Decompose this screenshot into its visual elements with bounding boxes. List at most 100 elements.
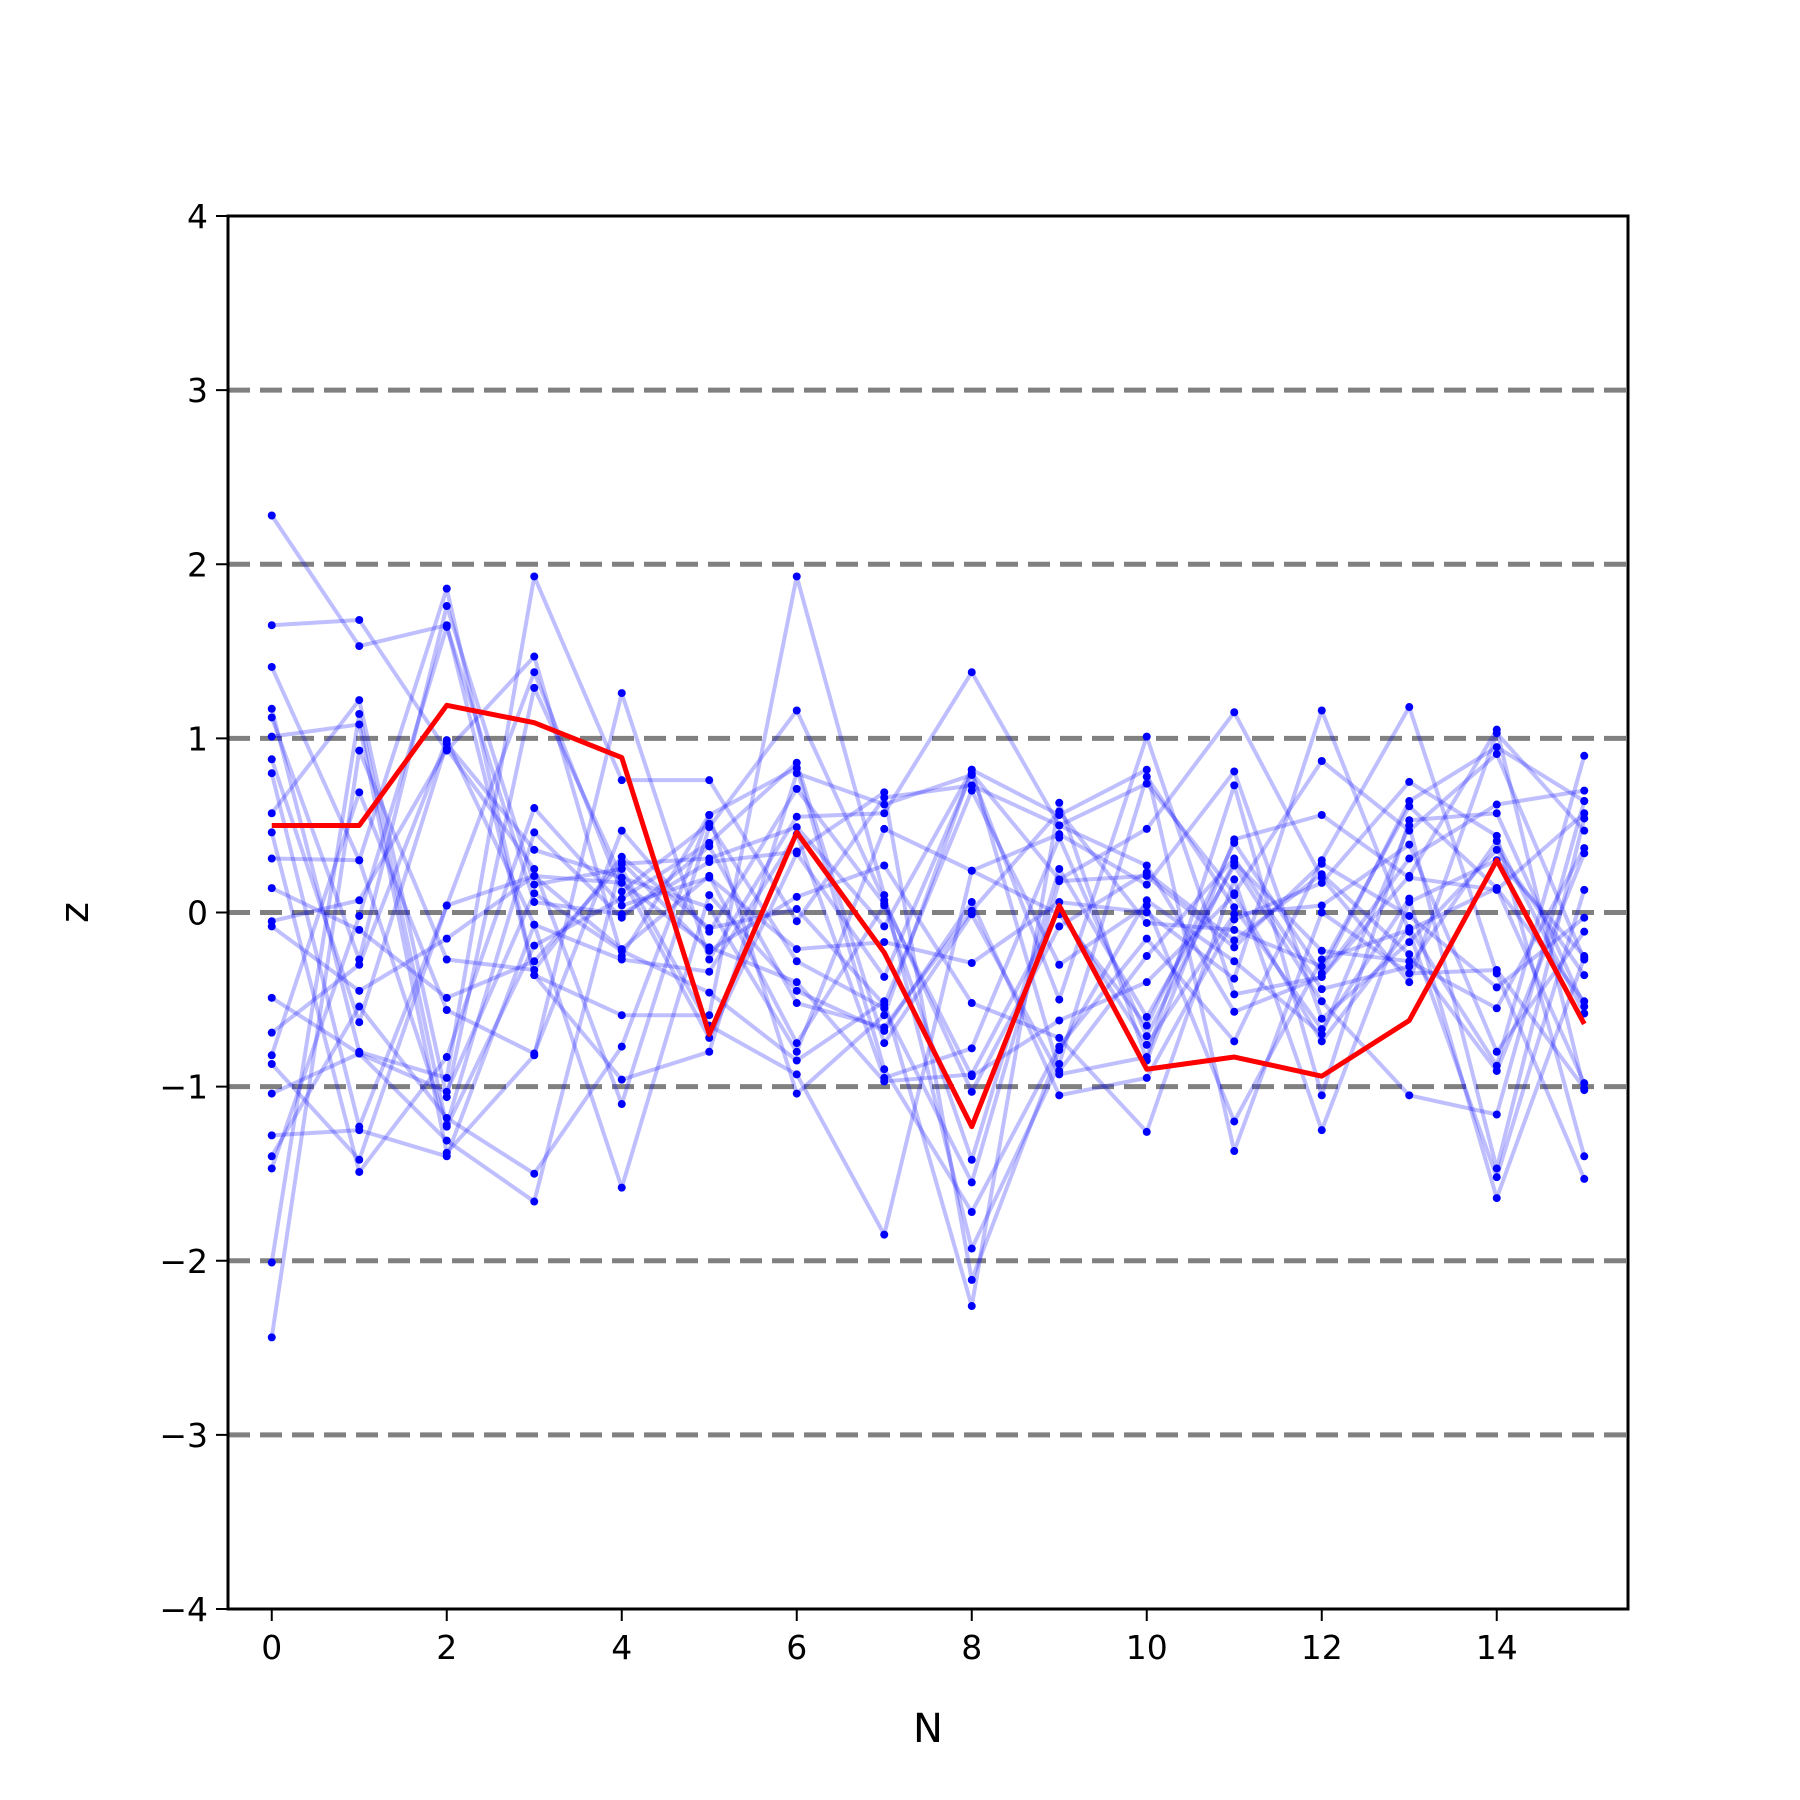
background-series-point	[267, 732, 276, 741]
background-series-point	[705, 955, 714, 964]
background-series-point	[880, 1073, 889, 1082]
background-series-point	[267, 769, 276, 778]
background-series-point	[705, 946, 714, 955]
background-series-point	[1055, 922, 1064, 931]
background-series-point	[1230, 925, 1239, 934]
background-series-point	[1142, 1127, 1151, 1136]
background-series-point	[967, 1275, 976, 1284]
background-series-point	[1317, 1030, 1326, 1039]
background-series-point	[1055, 864, 1064, 873]
background-series-point	[267, 704, 276, 713]
background-series-point	[792, 847, 801, 856]
background-series-point	[442, 1136, 451, 1145]
background-series-point	[442, 736, 451, 745]
mean-series-line	[271, 702, 1587, 1130]
background-series-point	[967, 958, 976, 967]
background-series-line	[271, 804, 1586, 1127]
background-series-point	[442, 1122, 451, 1131]
background-series-point	[530, 957, 539, 966]
background-series-line	[269, 670, 1586, 1185]
background-series-point	[1055, 1091, 1064, 1100]
background-series-point	[792, 572, 801, 581]
background-series-line	[270, 858, 1586, 1204]
background-series-point	[880, 1039, 889, 1048]
background-series-point	[442, 993, 451, 1002]
background-series-point	[1142, 772, 1151, 781]
background-series-point	[530, 804, 539, 813]
background-series-point	[705, 1047, 714, 1056]
background-series-point	[705, 1011, 714, 1020]
background-series-point	[1405, 925, 1414, 934]
background-series-point	[1055, 1033, 1064, 1042]
background-series-point	[267, 662, 276, 671]
background-series-point	[1405, 1091, 1414, 1100]
y-tick-label: 0	[187, 894, 208, 933]
background-series-point	[1055, 798, 1064, 807]
background-series-point	[1317, 757, 1326, 766]
background-series-point	[880, 1230, 889, 1239]
background-series-point	[442, 1073, 451, 1082]
background-series-point	[617, 826, 626, 835]
background-series-point	[1230, 974, 1239, 983]
background-series-point	[355, 720, 364, 729]
background-series-point	[880, 861, 889, 870]
background-series-line	[271, 670, 1585, 1155]
background-series-point	[1580, 971, 1589, 980]
background-series-point	[1142, 1032, 1151, 1041]
background-series-point	[617, 1011, 626, 1020]
background-series-line	[270, 842, 1586, 1084]
background-series-point	[1492, 1164, 1501, 1173]
background-series-lines	[269, 514, 1587, 1338]
background-series-point	[617, 776, 626, 785]
background-series-point	[792, 957, 801, 966]
background-series-point	[1055, 810, 1064, 819]
background-series-point	[1580, 797, 1589, 806]
background-series-line	[271, 708, 1587, 1107]
background-series-point	[792, 978, 801, 987]
mean-series-layer	[271, 702, 1587, 1130]
background-series-point	[530, 864, 539, 873]
background-series-point	[530, 572, 539, 581]
background-series-point	[705, 891, 714, 900]
background-series-line	[269, 574, 1587, 1080]
background-series-point	[1580, 786, 1589, 795]
background-series-point	[1055, 960, 1064, 969]
background-series-point	[1580, 1174, 1589, 1183]
background-series-point	[530, 652, 539, 661]
background-series-point	[1230, 915, 1239, 924]
background-series-point	[792, 823, 801, 832]
background-series-point	[1492, 1194, 1501, 1203]
background-series-point	[355, 1167, 364, 1176]
background-series-point	[267, 1051, 276, 1060]
x-axis-ticks: 0 2 4 6 8 10 12 14	[261, 1609, 1518, 1667]
background-series-point	[792, 986, 801, 995]
background-series-point	[267, 511, 276, 520]
background-series-point	[792, 769, 801, 778]
background-series-point	[705, 823, 714, 832]
background-series-point	[1142, 861, 1151, 870]
background-series-point	[1405, 978, 1414, 987]
background-series-point	[1230, 708, 1239, 717]
background-series-point	[1317, 870, 1326, 879]
background-series-point	[1142, 779, 1151, 788]
background-series-point	[1492, 965, 1501, 974]
background-series-point	[355, 746, 364, 755]
background-series-point	[1405, 950, 1414, 959]
background-series-point	[1055, 1059, 1064, 1068]
background-series-line	[270, 738, 1587, 1190]
background-series-point	[1142, 908, 1151, 917]
x-tick-label: 8	[961, 1628, 982, 1667]
background-series-point	[705, 871, 714, 880]
background-series-point	[967, 1302, 976, 1311]
background-series-point	[617, 878, 626, 887]
background-series-point	[1492, 729, 1501, 738]
background-series-point	[355, 911, 364, 920]
background-series-line	[270, 800, 1586, 1309]
background-series-line	[270, 685, 1586, 1100]
background-series-point	[442, 901, 451, 910]
background-series-point	[617, 689, 626, 698]
background-series-point	[617, 1042, 626, 1051]
background-series-point	[267, 1258, 276, 1267]
background-series-point	[967, 1044, 976, 1053]
background-series-point	[1317, 972, 1326, 981]
